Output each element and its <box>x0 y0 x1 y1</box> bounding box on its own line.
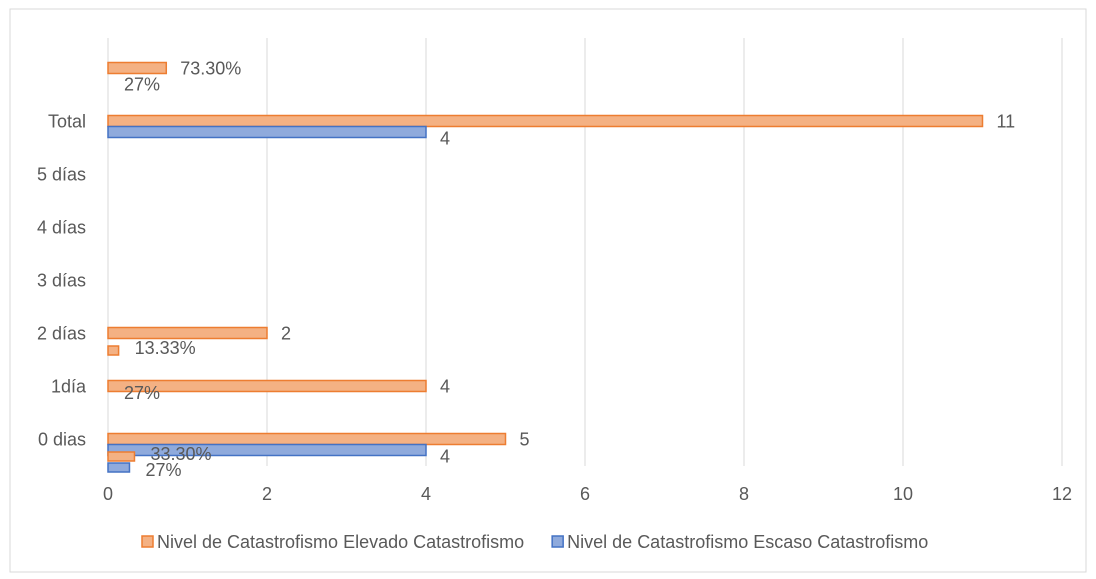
y-tick-label: Total <box>48 112 86 132</box>
y-tick-label: 0 dias <box>38 430 86 450</box>
legend-item: Nivel de Catastrofismo Escaso Catastrofi… <box>551 532 928 552</box>
bar-escaso <box>107 443 427 457</box>
chart-frame <box>9 8 1087 573</box>
data-label: 4 <box>440 447 450 467</box>
data-label: 27% <box>124 75 160 95</box>
y-tick-label: 3 días <box>37 271 86 291</box>
y-tick-label: 1día <box>51 377 87 397</box>
x-axis-tick-labels: 0 2 4 6 8 10 12 <box>103 484 1072 504</box>
bar-elevado <box>107 114 984 128</box>
bar-escaso <box>107 125 427 139</box>
data-label: 13.33% <box>135 338 196 358</box>
data-label: 4 <box>440 377 450 397</box>
legend-swatch <box>551 535 564 548</box>
data-label: 5 <box>520 430 530 450</box>
y-tick-label: 5 días <box>37 165 86 185</box>
bar-elevado <box>107 379 427 393</box>
x-tick-label: 12 <box>1052 484 1072 504</box>
legend-label: Nivel de Catastrofismo Escaso Catastrofi… <box>567 532 928 552</box>
data-label: 4 <box>440 129 450 149</box>
y-tick-label: 4 días <box>37 218 86 238</box>
legend-label: Nivel de Catastrofismo Elevado Catastrof… <box>157 532 524 552</box>
y-tick-label: 2 días <box>37 324 86 344</box>
x-tick-label: 6 <box>580 484 590 504</box>
x-tick-label: 10 <box>893 484 913 504</box>
bar-percent <box>107 345 120 356</box>
y-axis-tick-labels: 0 dias 1día 2 días 3 días 4 días 5 días Total <box>37 112 87 450</box>
data-label: 73.30% <box>180 59 241 79</box>
bars <box>107 61 984 473</box>
bar-elevado <box>107 432 507 446</box>
legend-swatch <box>141 535 154 548</box>
bar-percent <box>107 451 136 462</box>
x-tick-label: 8 <box>739 484 749 504</box>
data-label: 27% <box>124 383 160 403</box>
gridlines <box>107 38 1063 466</box>
x-tick-label: 2 <box>262 484 272 504</box>
legend-item: Nivel de Catastrofismo Elevado Catastrof… <box>141 532 524 552</box>
bar-elevado <box>107 326 268 340</box>
data-label: 11 <box>997 112 1016 132</box>
bar-elevado <box>107 61 168 75</box>
x-tick-label: 0 <box>103 484 113 504</box>
data-label: 2 <box>281 324 291 344</box>
data-label: 33.30% <box>150 444 211 464</box>
x-tick-label: 4 <box>421 484 431 504</box>
legend: Nivel de Catastrofismo Elevado Catastrof… <box>141 532 928 552</box>
data-label: 27% <box>145 460 181 480</box>
bar-percent <box>107 462 131 473</box>
